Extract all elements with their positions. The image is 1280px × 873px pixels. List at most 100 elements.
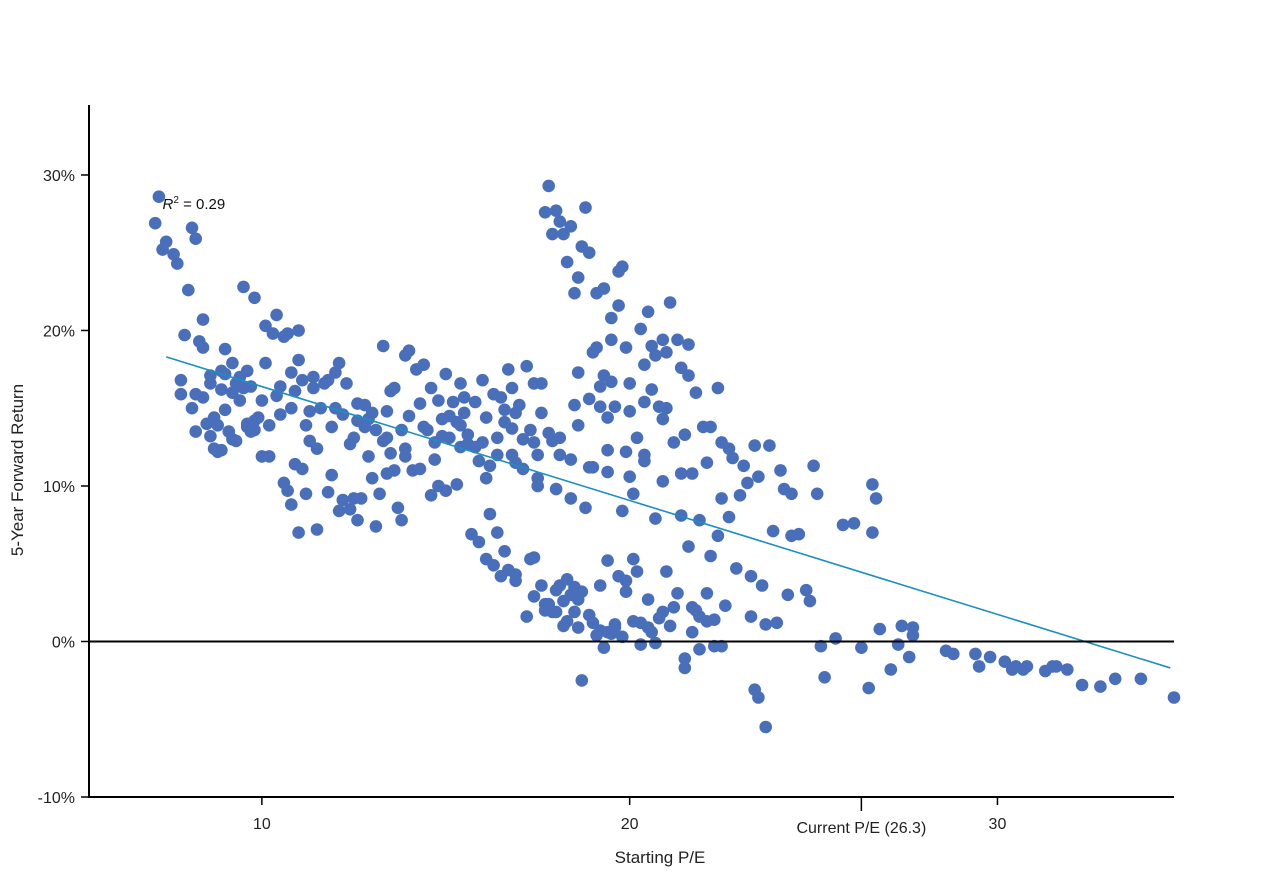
- data-point-113: [424, 489, 438, 502]
- data-point-61: [296, 373, 309, 387]
- data-point-287: [803, 594, 817, 608]
- data-point-223: [641, 593, 655, 606]
- data-point-89: [365, 471, 379, 485]
- data-point-350: [638, 454, 651, 468]
- data-point-273: [752, 470, 765, 484]
- data-point-77: [336, 493, 350, 507]
- data-point-310: [972, 660, 986, 673]
- data-point-224: [645, 383, 658, 396]
- data-point-149: [505, 381, 519, 395]
- data-point-354: [509, 568, 522, 581]
- data-point-7: [185, 221, 199, 235]
- data-point-210: [619, 341, 633, 354]
- data-point-62: [299, 487, 313, 501]
- data-point-406: [178, 328, 191, 342]
- data-point-412: [531, 479, 544, 493]
- data-point-375: [693, 610, 706, 623]
- data-point-136: [479, 411, 493, 424]
- data-point-219: [634, 638, 647, 651]
- data-point-420: [498, 403, 511, 417]
- data-point-245: [685, 625, 699, 639]
- r-squared-annotation: R2 = 0.29: [163, 195, 226, 213]
- data-point-232: [660, 346, 673, 359]
- data-point-155: [520, 610, 533, 623]
- data-point-268: [744, 569, 758, 583]
- data-point-122: [446, 395, 460, 409]
- data-point-244: [685, 467, 699, 480]
- data-point-243: [682, 540, 695, 553]
- data-point-164: [538, 206, 552, 219]
- data-point-137: [483, 459, 497, 473]
- data-point-408: [388, 381, 401, 395]
- data-point-320: [1061, 663, 1074, 676]
- data-point-264: [730, 562, 743, 575]
- data-point-386: [557, 619, 570, 633]
- data-point-49: [274, 408, 287, 421]
- data-point-53: [281, 327, 294, 340]
- data-point-106: [402, 409, 416, 423]
- data-point-6: [182, 283, 195, 297]
- data-point-213: [623, 470, 636, 484]
- data-point-111: [417, 358, 431, 372]
- data-point-35: [240, 364, 254, 378]
- data-point-393: [660, 401, 673, 415]
- data-point-263: [726, 451, 739, 465]
- data-point-152: [513, 398, 526, 412]
- data-point-0: [148, 216, 162, 230]
- data-point-120: [439, 367, 453, 381]
- data-point-275: [759, 618, 772, 631]
- data-point-414: [285, 401, 298, 415]
- data-point-181: [568, 286, 581, 300]
- data-point-9: [174, 373, 188, 387]
- data-point-373: [678, 652, 692, 665]
- data-point-403: [274, 380, 287, 393]
- data-point-90: [369, 520, 383, 533]
- data-point-262: [722, 510, 736, 524]
- data-point-180: [564, 492, 578, 505]
- current-pe-label: Current P/E (26.3): [796, 820, 926, 837]
- data-point-183: [571, 271, 585, 284]
- data-point-337: [399, 442, 412, 456]
- data-point-141: [491, 431, 504, 445]
- data-point-277: [763, 439, 776, 452]
- data-point-365: [619, 585, 633, 598]
- data-point-410: [457, 391, 471, 404]
- data-point-124: [450, 478, 464, 491]
- data-point-328: [226, 433, 239, 446]
- data-point-331: [288, 457, 302, 471]
- data-point-369: [649, 636, 662, 650]
- data-point-216: [630, 431, 644, 445]
- data-point-163: [535, 406, 548, 420]
- data-point-240: [678, 428, 692, 442]
- data-point-374: [685, 601, 699, 614]
- data-point-132: [472, 535, 486, 549]
- r-squared-symbol: R: [163, 196, 174, 213]
- data-point-291: [818, 671, 831, 684]
- y-tick-label-3: 20%: [43, 323, 75, 340]
- data-point-70: [321, 485, 335, 499]
- data-point-303: [895, 619, 909, 633]
- data-point-352: [674, 467, 688, 480]
- data-point-218: [634, 322, 647, 336]
- data-point-383: [582, 608, 596, 622]
- data-point-119: [439, 484, 453, 498]
- data-point-91: [369, 423, 383, 437]
- data-point-209: [616, 504, 629, 518]
- data-point-368: [641, 621, 655, 634]
- data-point-370: [656, 605, 670, 619]
- data-point-110: [413, 462, 427, 476]
- data-point-355: [527, 551, 541, 564]
- data-point-276: [759, 720, 772, 734]
- y-axis-ticks: -10% 0% 10% 20% 30%: [38, 168, 89, 807]
- data-point-26: [218, 403, 232, 417]
- data-point-405: [204, 377, 217, 390]
- data-point-82: [351, 513, 364, 527]
- data-point-353: [498, 545, 511, 558]
- data-point-1: [152, 190, 166, 203]
- data-point-198: [597, 282, 611, 295]
- data-point-306: [906, 629, 920, 642]
- data-point-270: [748, 439, 761, 452]
- data-point-419: [479, 471, 493, 485]
- data-point-179: [564, 220, 578, 233]
